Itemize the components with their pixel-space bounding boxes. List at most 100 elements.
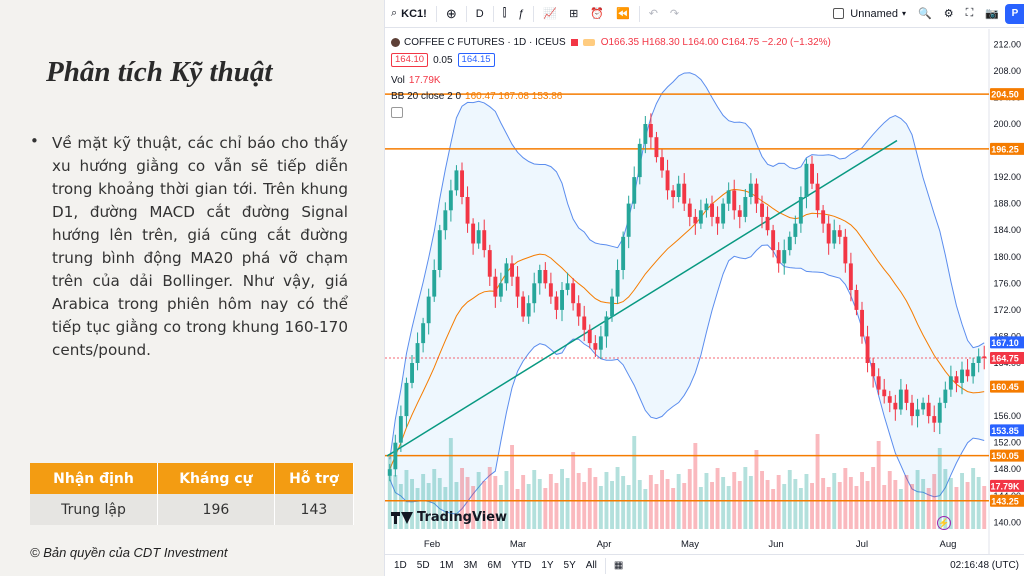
- compare-button[interactable]: ⊕: [440, 0, 463, 28]
- range-all[interactable]: All: [585, 560, 597, 571]
- volume-bar: [815, 434, 820, 529]
- undo-button[interactable]: ↶: [643, 0, 664, 28]
- candle: [393, 442, 398, 470]
- range-3m[interactable]: 3M: [463, 560, 478, 571]
- volume-bar: [748, 476, 753, 529]
- volume-label[interactable]: Vol: [391, 74, 405, 86]
- top-toolbar: ⌕ KC1! ⊕ D ⫿ ƒ 📈 ⊞ ⏰ ⏪ ↶ ↷ Unnamed ▾ 🔍 ⚙…: [385, 0, 1024, 28]
- candle: [604, 316, 609, 337]
- legend-title[interactable]: COFFEE C FUTURES · 1D · ICEUS: [404, 36, 566, 48]
- templates-button[interactable]: 📈: [537, 0, 563, 28]
- candle: [771, 230, 776, 251]
- bb-label[interactable]: BB 20 close 2 0: [391, 90, 462, 102]
- price-badge[interactable]: [990, 479, 1024, 492]
- volume-bar: [821, 478, 826, 529]
- volume-bar: [954, 487, 959, 529]
- price-badge[interactable]: [990, 380, 1024, 393]
- chart-type-button[interactable]: ⫿: [497, 0, 513, 28]
- candle: [754, 183, 759, 204]
- volume-bar: [737, 481, 742, 529]
- price-tick-label: 176.00: [993, 278, 1021, 288]
- candle: [643, 124, 648, 144]
- price-badge[interactable]: [990, 494, 1024, 507]
- price-badge[interactable]: [990, 352, 1024, 365]
- bollinger-upper-line: [389, 72, 985, 460]
- clock-label[interactable]: 02:16:48 (UTC): [950, 560, 1019, 571]
- volume-bar: [632, 436, 637, 529]
- bollinger-basis-line: [389, 188, 985, 470]
- volume-bar: [965, 482, 970, 529]
- volume-bar: [854, 486, 859, 529]
- candle: [471, 223, 476, 244]
- ask-price[interactable]: 164.15: [457, 53, 495, 67]
- price-tick-label: 184.00: [993, 225, 1021, 235]
- candle: [693, 216, 698, 224]
- price-tick-label: 152.00: [993, 438, 1021, 448]
- candle: [687, 203, 692, 217]
- candle: [960, 369, 964, 383]
- grid-button[interactable]: ⊞: [563, 0, 584, 28]
- volume-bar: [887, 471, 892, 529]
- bid-price[interactable]: 164.10: [391, 53, 429, 67]
- candle: [732, 190, 737, 211]
- publish-button[interactable]: P: [1005, 3, 1024, 24]
- volume-bar: [460, 468, 464, 529]
- candle: [887, 396, 892, 403]
- candle: [598, 336, 603, 350]
- volume-bar: [554, 483, 559, 529]
- candle: [698, 210, 703, 224]
- recommendation-table: Nhận định Kháng cự Hỗ trợ Trung lập 196 …: [30, 463, 355, 525]
- price-badge[interactable]: [990, 449, 1024, 462]
- candle: [743, 197, 748, 217]
- range-ytd[interactable]: YTD: [511, 560, 532, 571]
- time-tick-label: Feb: [424, 539, 440, 550]
- volume-bar: [560, 469, 564, 529]
- fullscreen-button[interactable]: ⛶: [960, 0, 980, 28]
- snapshot-button[interactable]: 📷: [979, 0, 1005, 28]
- volume-bar: [610, 481, 614, 529]
- volume-bar: [876, 441, 881, 529]
- volume-bar: [848, 477, 853, 529]
- trend-line[interactable]: [386, 139, 898, 457]
- price-badge[interactable]: [990, 88, 1024, 101]
- price-badge[interactable]: [990, 142, 1024, 155]
- symbol-search[interactable]: ⌕ KC1!: [385, 0, 433, 28]
- candle: [387, 469, 392, 476]
- range-5d[interactable]: 5D: [416, 560, 430, 571]
- volume-bar: [448, 438, 453, 529]
- grid-icon: ⊞: [569, 8, 579, 20]
- volume-bar: [521, 475, 526, 529]
- search-button[interactable]: 🔍: [912, 0, 938, 28]
- plus-circle-icon: ⊕: [445, 5, 457, 21]
- candle: [860, 309, 864, 337]
- volume-bar: [410, 479, 414, 529]
- candle: [821, 210, 826, 224]
- range-1y[interactable]: 1Y: [541, 560, 554, 571]
- price-tick-label: 212.00: [993, 39, 1021, 49]
- candle: [787, 236, 792, 251]
- range-6m[interactable]: 6M: [487, 560, 502, 571]
- time-tick-label: Jun: [768, 539, 783, 550]
- candle: [526, 303, 531, 317]
- price-badge[interactable]: [990, 336, 1024, 349]
- lightning-icon[interactable]: ⚡: [937, 516, 951, 530]
- candle: [537, 270, 542, 284]
- indicators-button[interactable]: ƒ: [512, 0, 530, 28]
- volume-bar: [393, 475, 398, 529]
- volume-bar: [615, 467, 620, 529]
- price-badge[interactable]: [990, 424, 1024, 437]
- alert-button[interactable]: ⏰: [584, 0, 610, 28]
- candles-icon: ⫿: [502, 7, 507, 19]
- redo-button[interactable]: ↷: [664, 0, 685, 28]
- interval-button[interactable]: D: [475, 7, 484, 20]
- layout-name-button[interactable]: Unnamed ▾: [827, 0, 912, 28]
- settings-button[interactable]: ⚙: [938, 0, 960, 28]
- collapse-legend-icon[interactable]: [391, 106, 403, 118]
- range-1m[interactable]: 1M: [439, 560, 454, 571]
- range-1d[interactable]: 1D: [394, 560, 407, 571]
- header-resistance: Kháng cự: [157, 463, 275, 494]
- replay-button[interactable]: ⏪: [610, 0, 636, 28]
- price-chart[interactable]: 212.00208.00204.00200.00196.00192.00188.…: [385, 29, 1024, 554]
- range-5y[interactable]: 5Y: [563, 560, 576, 571]
- goto-date-button[interactable]: ▦: [609, 560, 628, 571]
